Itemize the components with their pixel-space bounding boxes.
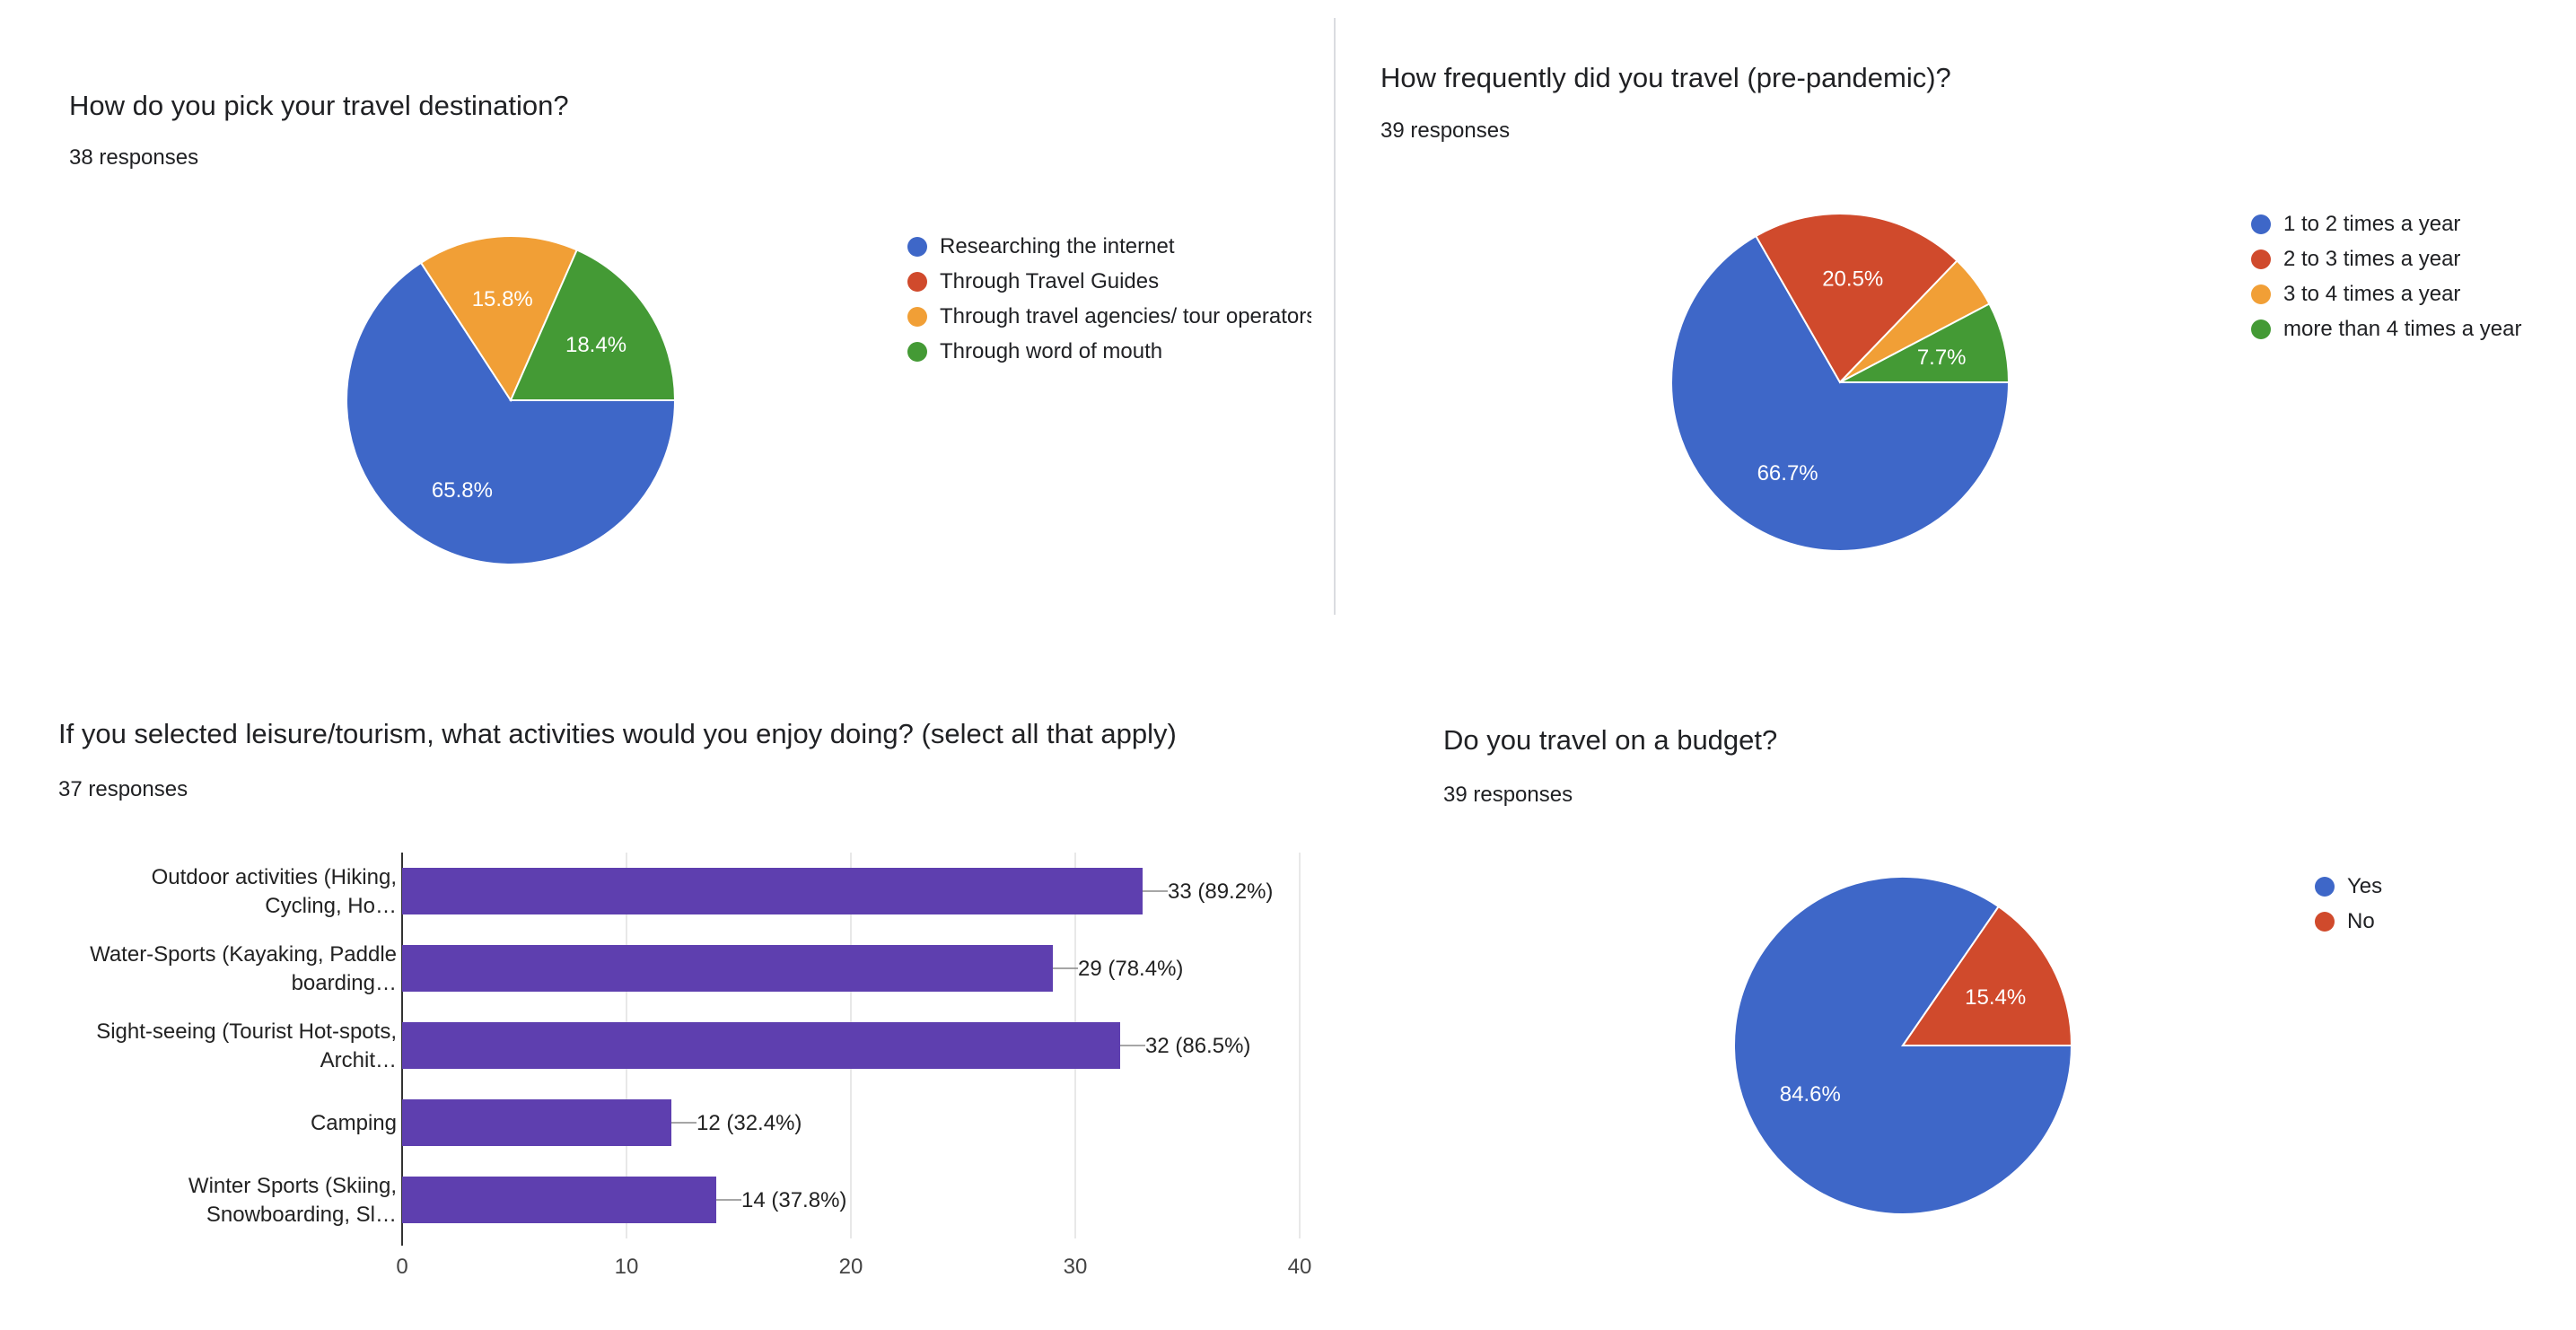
category-label: Winter Sports (Skiing, (188, 1174, 397, 1198)
legend-item-through-travel-guides: Through Travel Guides (907, 264, 1311, 299)
x-tick-label: 20 (839, 1255, 863, 1279)
legend-swatch (907, 271, 927, 292)
slice-label: 15.8% (472, 287, 533, 311)
legend-swatch (2315, 876, 2335, 897)
slice-label: 84.6% (1780, 1082, 1841, 1107)
legend-item-no: No (2315, 904, 2382, 939)
legend-label: 1 to 2 times a year (2283, 211, 2461, 236)
legend-swatch (907, 236, 927, 257)
legend-swatch (907, 306, 927, 327)
data-label: 12 (32.4%) (697, 1111, 802, 1135)
category-label: boarding… (292, 971, 397, 995)
panel-divider (1334, 18, 1336, 615)
legend: Yes No (2315, 869, 2382, 939)
legend-label: more than 4 times a year (2283, 316, 2522, 341)
pie-chart-destination: 65.8% 15.8% 18.4% (346, 235, 677, 565)
response-count: 39 responses (1443, 783, 1573, 807)
legend-label: Researching the internet (940, 233, 1175, 258)
legend-item-3-to-4-times-a-year: 3 to 4 times a year (2251, 276, 2521, 311)
legend-item-through-word-of-mouth: Through word of mouth (907, 334, 1311, 369)
legend-item-2-to-3-times-a-year: 2 to 3 times a year (2251, 241, 2521, 276)
data-label: 32 (86.5%) (1145, 1034, 1250, 1058)
pie-slice-2-to-3-times-a-year (1754, 213, 1958, 384)
pie-slice-1-to-2-times-a-year (1670, 234, 2011, 552)
legend-label: 3 to 4 times a year (2283, 281, 2461, 306)
response-count: 37 responses (58, 777, 188, 801)
legend-swatch (2251, 214, 2271, 234)
slice-label: 18.4% (565, 333, 626, 357)
pie-slice-more-than-4-times-a-year (1839, 302, 2011, 383)
category-label: Camping (311, 1111, 397, 1135)
legend-label: Yes (2347, 873, 2383, 898)
legend-label: Through travel agencies/ tour operators (940, 303, 1311, 328)
legend-item-yes: Yes (2315, 869, 2382, 904)
slice-label: 15.4% (1965, 985, 2026, 1010)
data-label: 14 (37.8%) (741, 1188, 846, 1212)
chart-title: How frequently did you travel (pre-pande… (1380, 62, 1951, 93)
category-label: Sight-seeing (Tourist Hot-spots, (96, 1019, 397, 1044)
bar (402, 868, 1143, 914)
category-label: Outdoor activities (Hiking, (152, 865, 397, 889)
x-tick-label: 10 (615, 1255, 639, 1279)
category-label: Water-Sports (Kayaking, Paddle (90, 942, 397, 967)
bar (402, 1022, 1120, 1069)
x-tick-label: 40 (1288, 1255, 1312, 1279)
slice-label: 7.7% (1917, 346, 1967, 370)
legend-swatch (2251, 249, 2271, 269)
response-count: 38 responses (69, 145, 199, 170)
legend-item-1-to-2-times-a-year: 1 to 2 times a year (2251, 206, 2521, 241)
legend-item-researching-the-internet: Researching the internet (907, 229, 1311, 264)
legend-item-through-travel-agencies-tour-operators: Through travel agencies/ tour operators (907, 299, 1311, 334)
legend-label: No (2347, 908, 2375, 933)
slice-label: 66.7% (1757, 461, 1818, 486)
legend: 1 to 2 times a year 2 to 3 times a year 3 … (2251, 206, 2521, 346)
legend-item-more-than-4-times-a-year: more than 4 times a year (2251, 311, 2521, 346)
bar (402, 1099, 671, 1146)
pie-slice-through-word-of-mouth (509, 249, 677, 401)
legend-label: Through Travel Guides (940, 268, 1160, 293)
slice-label: 65.8% (432, 478, 493, 503)
category-label: Snowboarding, Sl… (206, 1203, 397, 1227)
chart-title: Do you travel on a budget? (1443, 724, 1778, 756)
legend: Researching the internet Through Travel G… (907, 229, 1311, 369)
chart-title: How do you pick your travel destination? (69, 90, 569, 121)
bar (402, 945, 1053, 992)
legend-label: Through word of mouth (940, 338, 1163, 363)
pie-chart-budget: 84.6% 15.4% (1733, 876, 2073, 1215)
category-label: Cycling, Ho… (265, 894, 397, 918)
legend-swatch (907, 341, 927, 362)
x-tick-label: 0 (396, 1255, 407, 1279)
bar-chart-activities: 0 10 20 30 40 33 (89.2%) Outdoor activities (H… (90, 853, 1312, 1279)
legend-label: 2 to 3 times a year (2283, 246, 2461, 271)
pie-slice-researching-the-internet (346, 261, 677, 565)
pie-slice-through-travel-agencies-tour-operators (419, 235, 579, 403)
legend-swatch (2251, 319, 2271, 339)
chart-title: If you selected leisure/tourism, what ac… (58, 718, 1177, 749)
response-count: 39 responses (1380, 118, 1511, 143)
data-label: 29 (78.4%) (1078, 957, 1183, 981)
pie-slice-no (1901, 905, 2073, 1046)
category-label: Archit… (320, 1048, 397, 1072)
slice-label: 20.5% (1822, 267, 1883, 291)
x-tick-label: 30 (1064, 1255, 1088, 1279)
bar (402, 1177, 716, 1223)
data-label: 33 (89.2%) (1168, 879, 1273, 904)
pie-chart-frequency: 66.7% 20.5% 7.7% (1670, 213, 2011, 552)
legend-swatch (2315, 911, 2335, 932)
legend-swatch (2251, 284, 2271, 304)
